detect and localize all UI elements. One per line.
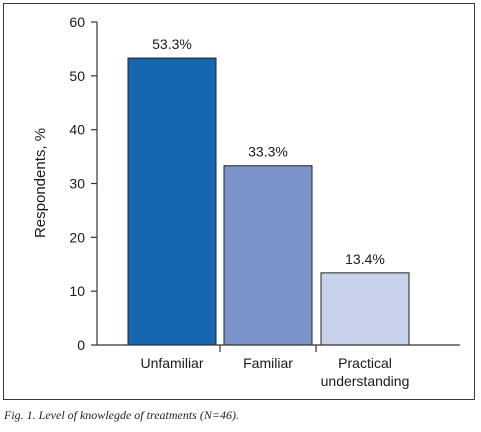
y-tick-label: 10 [69,283,85,299]
x-category-label: Practical understanding [321,355,410,389]
y-tick-label: 30 [69,176,85,192]
bar-chart: 0 10 20 30 40 50 60 53.3% 33.3% 13.4% Unfamiliar… [32,14,460,389]
chart-frame [3,3,475,400]
x-axis: Unfamiliar Familiar Practical understanding [97,344,460,389]
bar [127,57,217,346]
bar [320,272,410,346]
y-tick-label: 60 [69,14,85,30]
bars: 53.3% 33.3% 13.4% [127,36,410,346]
bar-data-label: 53.3% [152,36,192,52]
bar-data-label: 13.4% [345,251,385,267]
x-category-label: Familiar [243,355,293,371]
figure-caption: Fig. 1. Level of knowlegde of treatments… [4,408,239,422]
y-tick-label: 50 [69,68,85,84]
y-tick-label: 40 [69,122,85,138]
x-category-label: Unfamiliar [140,355,203,371]
y-axis: 0 10 20 30 40 50 60 [69,14,98,353]
y-axis-title: Respondents, % [32,128,49,238]
bar [223,165,313,346]
y-tick-label: 20 [69,229,85,245]
bar-data-label: 33.3% [248,144,288,160]
y-tick-label: 0 [77,337,85,353]
